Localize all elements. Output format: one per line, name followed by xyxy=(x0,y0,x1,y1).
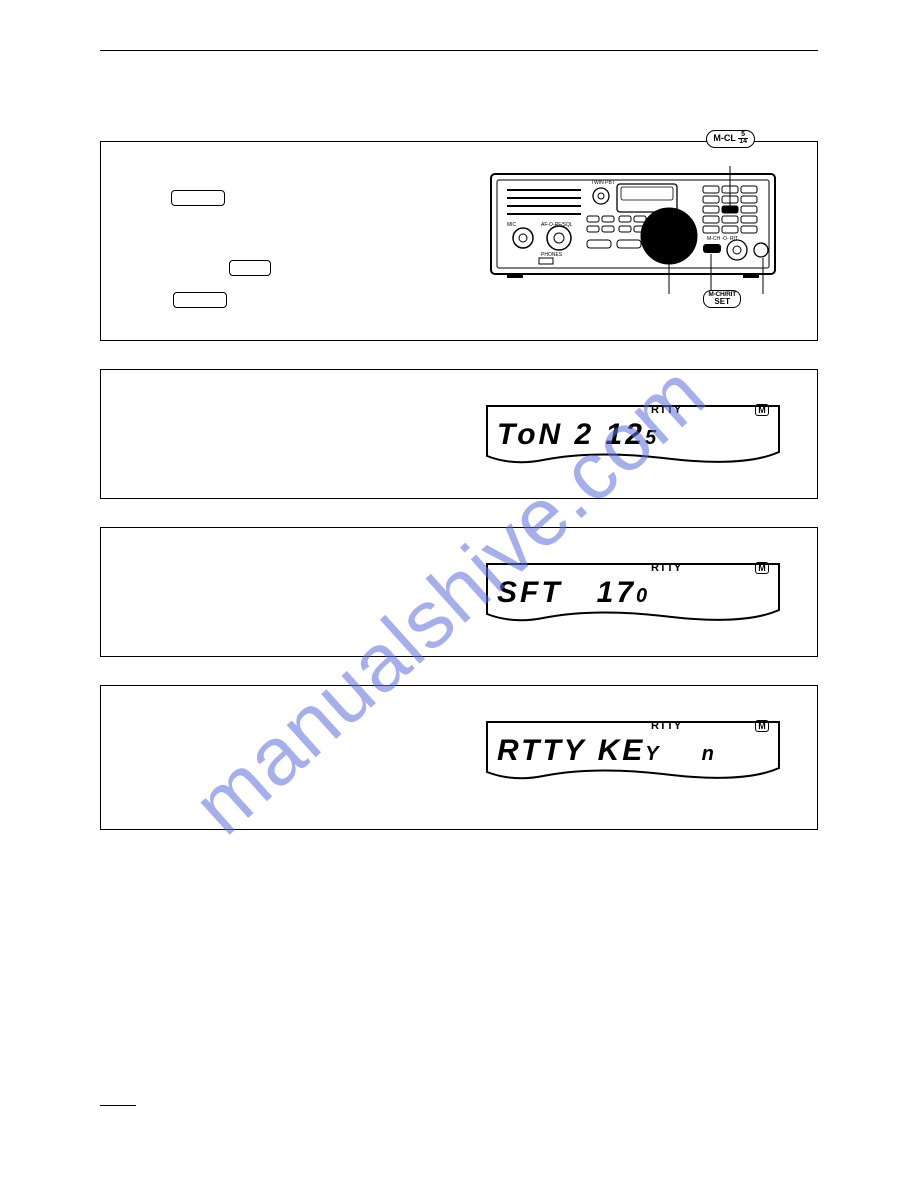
lcd-tone-value: ToN 2 125 xyxy=(497,418,659,452)
panel-radio-diagram: M-CL 5 14 xyxy=(100,141,818,341)
lcd-rtty-label: RTTY xyxy=(651,720,682,732)
badge-m-cl: M-CL 5 14 xyxy=(706,130,755,148)
badge-m-cl-den: 14 xyxy=(738,139,748,145)
radio-transceiver-illustration: MIC AF-O-RF/SQL PHONES TWIN PBT xyxy=(489,166,777,274)
callout-box-1 xyxy=(171,190,225,206)
lcd-display-rttykey: RTTY M RTTY KEYn xyxy=(483,718,783,786)
lcd-rtty-label: RTTY xyxy=(651,404,682,416)
svg-text:TWIN PBT: TWIN PBT xyxy=(591,180,615,186)
svg-text:PHONES: PHONES xyxy=(541,252,563,258)
panel-lcd-rttykey: RTTY M RTTY KEYn xyxy=(100,685,818,830)
badge-set: M-CH/RIT SET xyxy=(703,290,741,308)
lcd-rttykey-value: RTTY KEYn xyxy=(497,734,717,768)
badge-m-cl-label: M-CL xyxy=(713,133,735,143)
header-divider xyxy=(100,50,818,51)
svg-text:AF-O-RF/SQL: AF-O-RF/SQL xyxy=(541,222,573,228)
lcd-m-indicator: M xyxy=(755,404,769,416)
lcd-display-tone: RTTY M ToN 2 125 xyxy=(483,402,783,470)
badge-set-line2: SET xyxy=(708,298,736,306)
lcd-rtty-label: RTTY xyxy=(651,562,682,574)
svg-text:MIC: MIC xyxy=(507,222,517,228)
panel-lcd-shift: RTTY M SFT 170 xyxy=(100,527,818,657)
panel-lcd-tone: RTTY M ToN 2 125 xyxy=(100,369,818,499)
callout-box-2 xyxy=(229,260,271,276)
page-number-bar xyxy=(100,1105,136,1106)
lcd-m-indicator: M xyxy=(755,562,769,574)
lcd-m-indicator: M xyxy=(755,720,769,732)
lcd-display-shift: RTTY M SFT 170 xyxy=(483,560,783,628)
lcd-shift-value: SFT 170 xyxy=(497,576,650,610)
callout-box-3 xyxy=(173,292,227,308)
